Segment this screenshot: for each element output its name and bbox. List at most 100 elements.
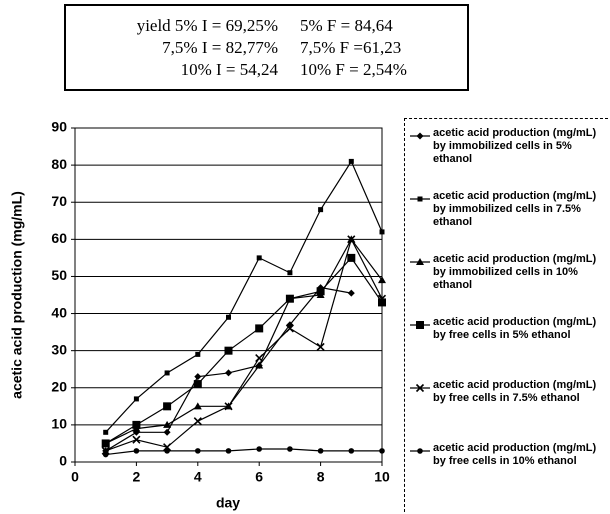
data-point	[226, 314, 231, 320]
data-point	[193, 417, 202, 426]
legend-marker	[416, 321, 424, 329]
annotation: 7,5% I = 82,77%	[162, 38, 278, 57]
data-point	[163, 402, 172, 411]
legend-item: acetic acid production (mg/mL) by immobi…	[409, 253, 605, 315]
data-point	[256, 255, 262, 261]
x-axis-label: day	[216, 495, 240, 511]
series-line	[105, 237, 383, 452]
legend-swatch	[410, 132, 430, 140]
y-axis-label: acetic acid production (mg/mL)	[9, 191, 25, 399]
data-point	[347, 253, 356, 262]
y-tick-label: 80	[51, 156, 67, 172]
series-line	[105, 238, 383, 444]
x-tick-label: 8	[317, 469, 325, 485]
data-point	[225, 448, 232, 454]
x-tick-label: 0	[71, 469, 79, 485]
legend-label: acetic acid production (mg/mL) by free c…	[433, 442, 597, 467]
data-point	[348, 448, 355, 454]
data-point	[224, 402, 233, 411]
x-tick-label: 10	[374, 469, 390, 485]
data-point	[195, 448, 201, 454]
y-tick-label: 40	[51, 304, 67, 320]
data-point	[163, 420, 172, 428]
data-point	[163, 428, 171, 436]
annotation: 5% F = 84,64	[300, 16, 393, 35]
y-tick-label: 60	[51, 230, 67, 246]
x-tick-label: 4	[194, 469, 202, 485]
data-point	[379, 229, 385, 235]
annotation: yield 5% I = 69,25%	[137, 16, 278, 35]
data-point	[379, 448, 385, 454]
legend-marker	[415, 383, 425, 393]
data-point	[193, 402, 202, 410]
legend-marker	[416, 258, 424, 265]
data-point	[287, 270, 293, 276]
data-point	[287, 446, 293, 452]
legend-marker	[416, 132, 424, 140]
data-point	[316, 287, 325, 296]
data-point	[194, 373, 202, 381]
data-point	[348, 158, 354, 164]
legend-label: acetic acid production (mg/mL) by free c…	[433, 316, 597, 341]
annotation: 10% I = 54,24	[181, 60, 279, 79]
data-point	[164, 370, 170, 376]
y-tick-label: 50	[51, 267, 67, 283]
data-point	[225, 369, 232, 377]
legend-item: acetic acid production (mg/mL) by free c…	[409, 379, 605, 441]
legend-label: acetic acid production (mg/mL) by free c…	[433, 379, 597, 404]
data-point	[164, 448, 170, 454]
legend-swatch	[410, 258, 430, 265]
data-point	[102, 451, 109, 458]
data-point	[255, 354, 264, 363]
legend-item: acetic acid production (mg/mL) by immobi…	[409, 190, 605, 252]
data-point	[318, 207, 324, 213]
x-tick-label: 2	[133, 469, 141, 485]
legend-swatch	[410, 321, 430, 329]
data-point	[103, 429, 109, 435]
y-tick-label: 0	[59, 453, 67, 469]
data-point	[133, 396, 139, 402]
data-point	[193, 380, 202, 389]
legend: acetic acid production (mg/mL) by immobi…	[404, 118, 608, 512]
data-point	[317, 448, 324, 454]
legend-item: acetic acid production (mg/mL) by free c…	[409, 442, 605, 504]
data-point	[256, 446, 263, 452]
legend-item: acetic acid production (mg/mL) by immobi…	[409, 127, 605, 189]
data-point	[316, 342, 325, 352]
annotation: 7,5% F =61,23	[300, 38, 401, 57]
legend-label: acetic acid production (mg/mL) by immobi…	[433, 190, 597, 228]
data-point	[377, 294, 387, 303]
data-point	[195, 351, 201, 357]
data-point	[255, 324, 264, 333]
legend-swatch	[410, 383, 430, 393]
y-tick-label: 20	[51, 378, 67, 394]
legend-swatch	[410, 448, 430, 454]
data-point	[224, 346, 233, 355]
data-point	[132, 435, 141, 444]
data-point	[133, 448, 140, 454]
legend-label: acetic acid production (mg/mL) by immobi…	[433, 253, 597, 291]
series-line	[105, 448, 382, 456]
y-tick-label: 70	[51, 193, 67, 209]
legend-item: acetic acid production (mg/mL) by free c…	[409, 316, 605, 378]
annotation: 10% F = 2,54%	[300, 60, 407, 79]
data-point	[255, 361, 264, 369]
series-line	[105, 256, 383, 444]
data-point	[132, 420, 141, 429]
legend-marker	[417, 196, 423, 202]
data-point	[378, 276, 386, 284]
data-point	[378, 298, 386, 307]
data-point	[101, 439, 110, 448]
y-tick-label: 10	[51, 416, 67, 432]
y-tick-label: 90	[51, 119, 67, 135]
data-point	[347, 235, 356, 244]
legend-swatch	[410, 196, 430, 202]
x-tick-label: 6	[255, 469, 263, 485]
data-point	[347, 289, 355, 297]
series-line	[105, 160, 383, 433]
legend-label: acetic acid production (mg/mL) by immobi…	[433, 127, 597, 165]
data-point	[285, 324, 294, 333]
plot-frame	[74, 127, 383, 463]
